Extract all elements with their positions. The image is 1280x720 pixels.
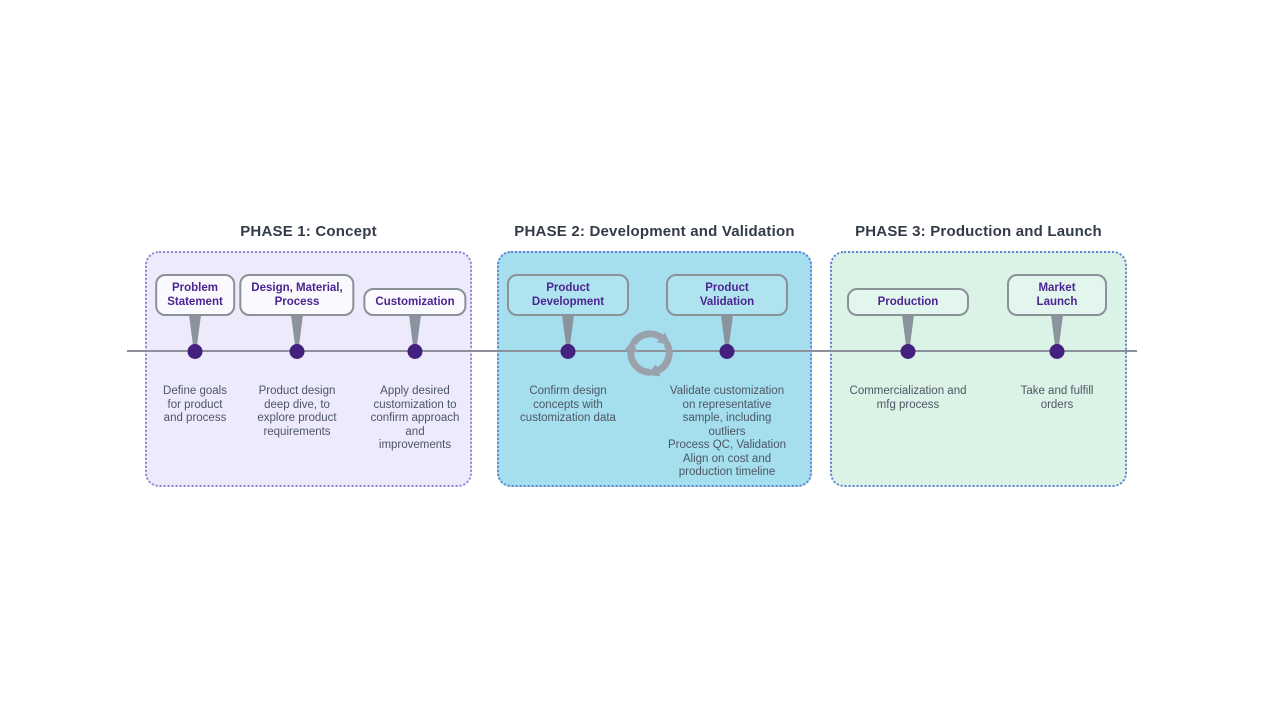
milestone-label-market-launch: Market Launch <box>1007 274 1107 316</box>
phase3-title: PHASE 3: Production and Launch <box>855 223 1102 240</box>
timeline-dot <box>719 344 735 359</box>
milestone-label-product-validation: Product Validation <box>666 274 788 316</box>
timeline-dot <box>407 344 423 359</box>
milestone-label-production: Production <box>847 288 969 316</box>
timeline-dot <box>560 344 576 359</box>
timeline-dot <box>187 344 203 359</box>
milestone-description: Commercialization and mfg process <box>849 385 967 411</box>
milestone-label-design-material-process: Design, Material, Process <box>239 274 355 316</box>
milestone-description: Take and fulfill orders <box>1020 385 1094 411</box>
milestone-description: Validate customization on representative… <box>667 385 787 478</box>
milestone-label-customization: Customization <box>363 288 467 316</box>
timeline-dot <box>289 344 305 359</box>
timeline-dot <box>1049 344 1065 359</box>
milestone-description: Product design deep dive, to explore pro… <box>257 385 337 438</box>
milestone-label-product-development: Product Development <box>507 274 629 316</box>
milestone-description: Define goals for product and process <box>163 385 227 424</box>
timeline-dot <box>900 344 916 359</box>
milestone-description: Apply desired customization to confirm a… <box>370 385 460 451</box>
phase1-title: PHASE 1: Concept <box>240 223 377 240</box>
cycle-arrows-icon <box>624 330 673 377</box>
milestone-label-problem-statement: Problem Statement <box>155 274 235 316</box>
milestone-description: Confirm design concepts with customizati… <box>520 385 616 424</box>
phase2-title: PHASE 2: Development and Validation <box>514 223 795 240</box>
